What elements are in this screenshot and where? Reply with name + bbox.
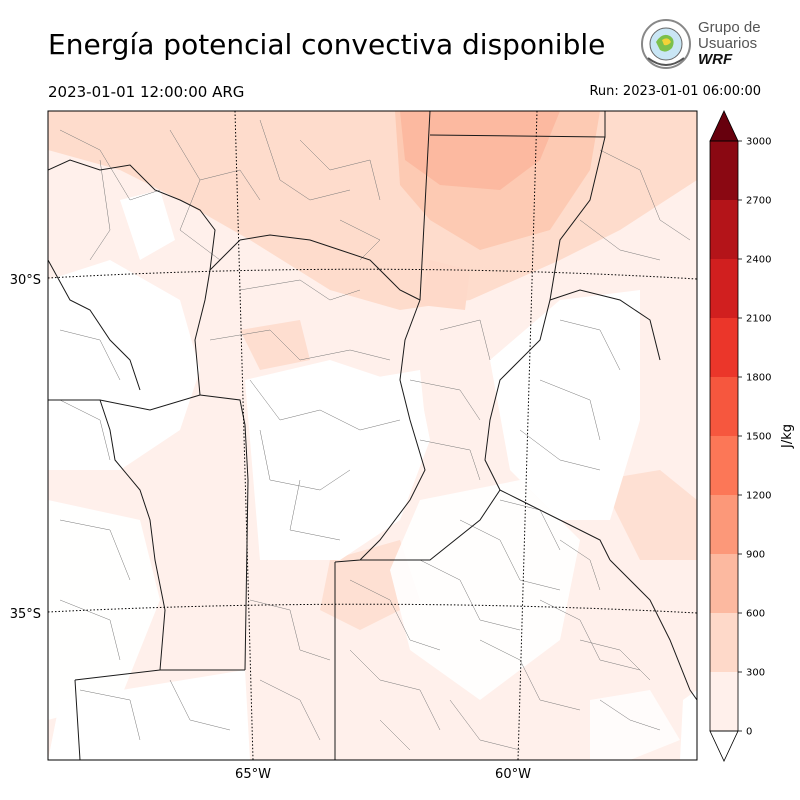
zero-cape-west: [48, 260, 200, 470]
colorbar-segment: [710, 318, 738, 377]
map-field: [48, 111, 697, 760]
logo-line-3: WRF: [698, 51, 733, 68]
colorbar-segment: [710, 259, 738, 318]
zero-cape-southeast: [390, 480, 580, 700]
zero-cape-nw-patch: [120, 190, 175, 260]
colorbar-extend-max: [709, 110, 739, 142]
colorbar-segment: [710, 672, 738, 731]
cape-fill-patch-4: [600, 470, 697, 560]
colorbar: 0 300 600 900 1200 1500 1800 2100 2400 2700 3000: [709, 110, 771, 762]
colorbar-tick-label: 900: [746, 550, 765, 561]
colorbar-tick-label: 300: [746, 668, 765, 679]
colorbar-segment: [710, 613, 738, 672]
zero-cape-sw-coast: [590, 690, 680, 760]
latitude-label: 35°S: [10, 607, 41, 622]
run-time: Run: 2023-01-01 06:00:00: [589, 84, 761, 99]
colorbar-tick-label: 1800: [746, 373, 771, 384]
latitude-label: 30°S: [10, 273, 41, 288]
zero-cape-southwest: [48, 500, 160, 720]
colorbar-segment: [710, 495, 738, 554]
map-title: Energía potencial convectiva disponible: [48, 28, 606, 61]
colorbar-tick-label: 0: [746, 727, 752, 738]
globe-icon: [641, 19, 691, 69]
zero-cape-east: [490, 290, 640, 520]
parallel-35s: [48, 603, 697, 614]
cape-fill-patch-2: [240, 320, 310, 370]
graticule: [48, 111, 697, 760]
cape-fill-max: [400, 111, 560, 190]
colorbar-tick-label: 600: [746, 609, 765, 620]
logo-line-2: Usuarios: [698, 35, 758, 52]
colorbar-extend-min: [709, 730, 739, 762]
colorbar-tick-label: 2700: [746, 196, 771, 207]
longitude-labels: 65°W 60°W: [235, 767, 531, 782]
colorbar-tick-label: 3000: [746, 137, 771, 148]
latitude-labels: 30°S 35°S: [10, 273, 41, 622]
colorbar-tick-label: 2100: [746, 314, 771, 325]
wrf-logo: Grupo de Usuarios WRF: [638, 16, 768, 72]
colorbar-tick-label: 1500: [746, 432, 771, 443]
colorbar-segment: [710, 377, 738, 436]
colorbar-tick-label: 1200: [746, 491, 771, 502]
colorbar-segment: [710, 141, 738, 200]
cape-fill-patch-1: [420, 260, 470, 310]
longitude-label: 65°W: [235, 767, 271, 782]
zero-cape-south: [48, 670, 250, 760]
valid-time: 2023-01-01 12:00:00 ARG: [48, 83, 245, 101]
colorbar-unit-label: J/kg: [780, 424, 795, 449]
colorbar-segment: [710, 554, 738, 613]
colorbar-segment: [710, 436, 738, 495]
parallel-30s: [48, 268, 697, 280]
logo-line-1: Grupo de: [698, 19, 761, 36]
ocean-south: [680, 690, 697, 760]
colorbar-segment: [710, 200, 738, 259]
longitude-label: 60°W: [495, 767, 531, 782]
colorbar-tick-label: 2400: [746, 255, 771, 266]
map-frame: [47, 110, 698, 761]
province-boundaries: [48, 111, 697, 760]
